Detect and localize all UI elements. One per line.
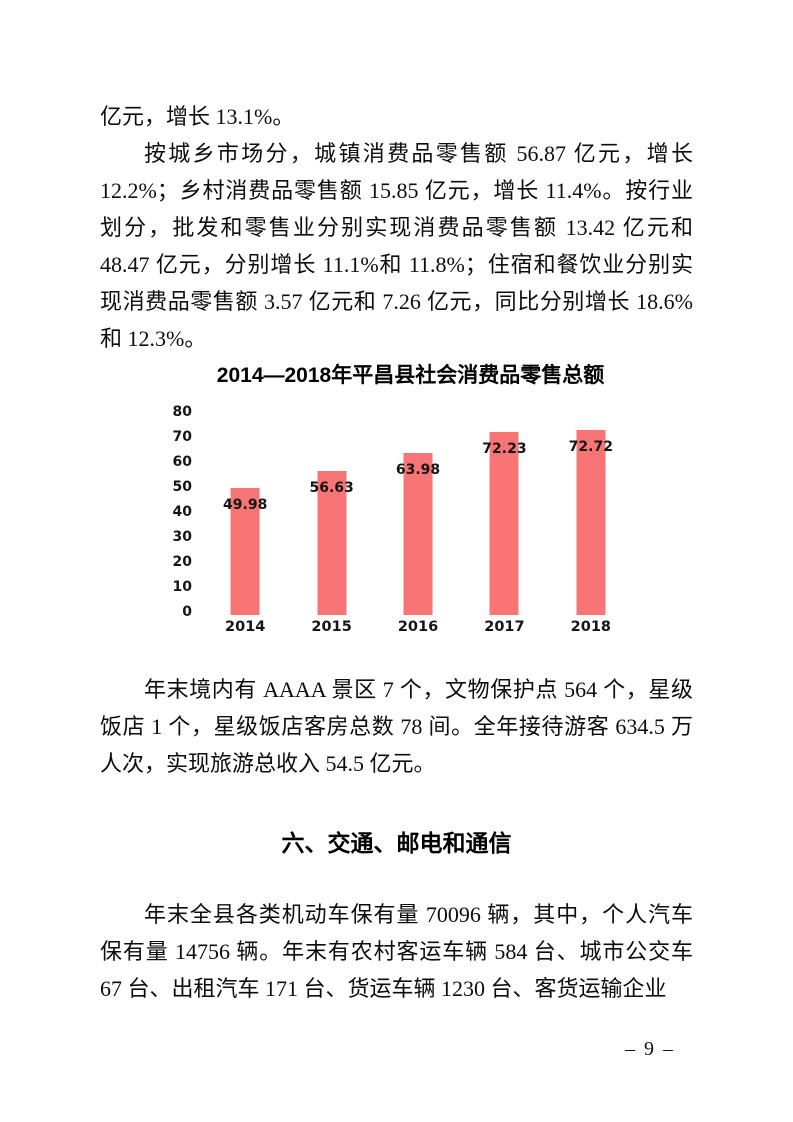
y-tick-label: 50 bbox=[172, 479, 192, 495]
y-tick-label: 20 bbox=[172, 554, 192, 570]
value-label: 49.98 bbox=[223, 497, 268, 514]
bar bbox=[230, 488, 260, 615]
bar-slot: 56.63 bbox=[288, 400, 374, 615]
value-label: 72.72 bbox=[568, 439, 613, 456]
bar-chart: 2014—2018年平昌县社会消费品零售总额 49.98 56.63 63.98 72… bbox=[158, 362, 663, 635]
y-tick-label: 0 bbox=[182, 604, 192, 620]
x-tick-label: 2017 bbox=[484, 619, 525, 635]
bar bbox=[317, 471, 347, 615]
y-tick-label: 40 bbox=[172, 504, 192, 520]
bar bbox=[576, 430, 606, 615]
y-tick-label: 70 bbox=[172, 429, 192, 445]
section-heading-transport: 六、交通、邮电和通信 bbox=[281, 830, 512, 856]
chart-title: 2014—2018年平昌县社会消费品零售总额 bbox=[216, 364, 605, 387]
y-tick-label: 80 bbox=[172, 404, 192, 420]
paragraph-retail-tail: 亿元，增长 13.1%。 bbox=[100, 104, 295, 129]
value-label: 56.63 bbox=[309, 480, 354, 497]
x-tick-label: 2016 bbox=[397, 619, 439, 635]
paragraph-transport: 年末全县各类机动车保有量 70096 辆，其中，个人汽车保有量 14756 辆。… bbox=[100, 902, 693, 1001]
x-tick-label: 2018 bbox=[570, 619, 611, 635]
x-tick-label: 2015 bbox=[311, 619, 352, 635]
bar bbox=[403, 452, 433, 615]
y-tick-label: 10 bbox=[172, 579, 192, 595]
paragraph-retail-breakdown: 按城乡市场分，城镇消费品零售额 56.87 亿元，增长 12.2%；乡村消费品零… bbox=[100, 141, 693, 351]
value-label: 63.98 bbox=[395, 461, 441, 478]
x-tick-label: 2014 bbox=[225, 619, 266, 635]
tourism-text-section: 年末境内有 AAAA 景区 7 个，文物保护点 564 个，星级饭店 1 个，星… bbox=[100, 671, 693, 782]
y-tick-label: 30 bbox=[172, 529, 192, 545]
bars-area: 49.98 56.63 63.98 72.23 72.72 bbox=[202, 400, 634, 615]
y-tick-label: 60 bbox=[172, 454, 192, 470]
x-axis: 2014 2015 2016 2017 2018 bbox=[202, 619, 634, 635]
transport-text-section: 年末全县各类机动车保有量 70096 辆，其中，个人汽车保有量 14756 辆。… bbox=[100, 896, 693, 1007]
bar-slot: 72.23 bbox=[461, 400, 547, 615]
bar-slot: 49.98 bbox=[202, 400, 288, 615]
value-label: 72.23 bbox=[482, 440, 527, 457]
retail-text-section: 亿元，增长 13.1%。 按城乡市场分，城镇消费品零售额 56.87 亿元，增长… bbox=[100, 98, 693, 357]
chart-plot-area: 49.98 56.63 63.98 72.23 72.72 2014 2015 2016 20… bbox=[158, 400, 663, 635]
paragraph-tourism: 年末境内有 AAAA 景区 7 个，文物保护点 564 个，星级饭店 1 个，星… bbox=[100, 677, 693, 776]
bar-slot: 63.98 bbox=[375, 400, 461, 615]
bar-slot: 72.72 bbox=[548, 400, 634, 615]
page-number: – 9 – bbox=[625, 1038, 675, 1060]
bar bbox=[489, 431, 519, 615]
